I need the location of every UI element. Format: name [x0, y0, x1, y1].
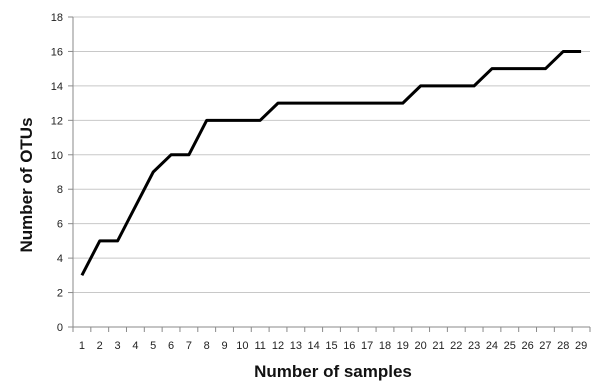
- y-tick-label: 0: [57, 322, 63, 334]
- x-tick-label: 18: [379, 340, 391, 352]
- x-tick-label: 5: [150, 340, 156, 352]
- x-tick-label: 14: [308, 340, 320, 352]
- x-tick-label: 28: [557, 340, 569, 352]
- x-tick-label: 7: [186, 340, 192, 352]
- x-tick-label: 25: [504, 340, 516, 352]
- x-tick-label: 23: [468, 340, 480, 352]
- y-tick-label: 12: [51, 115, 63, 127]
- y-tick-label: 14: [51, 81, 63, 93]
- y-tick-labels: 0 2 4 6 8 10 12 14 16 18: [51, 12, 63, 334]
- x-tick-label: 29: [575, 340, 587, 352]
- x-tick-label: 19: [397, 340, 409, 352]
- x-tick-label: 21: [432, 340, 444, 352]
- x-tick-labels: 1 2 3 4 5 6 7 8 9 10 11 12 13 14 15 16 17 18 19 20 21 22 23 24 2…: [79, 340, 587, 352]
- x-tick-label: 4: [132, 340, 138, 352]
- x-tick-label: 2: [97, 340, 103, 352]
- y-tick-label: 10: [51, 150, 63, 162]
- y-tick-label: 2: [57, 288, 63, 300]
- x-tick-label: 11: [254, 340, 265, 352]
- x-tick-label: 9: [221, 340, 227, 352]
- y-tick-label: 18: [51, 12, 63, 24]
- x-tick-label: 12: [272, 340, 284, 352]
- x-tick-label: 16: [343, 340, 355, 352]
- y-tick-label: 16: [51, 46, 63, 58]
- x-tick-label: 6: [168, 340, 174, 352]
- x-tick-label: 26: [521, 340, 533, 352]
- x-tick-label: 8: [204, 340, 210, 352]
- x-tick-label: 17: [361, 340, 373, 352]
- x-tick-label: 1: [79, 340, 85, 352]
- y-axis-title: Number of OTUs: [17, 117, 36, 252]
- gridlines: [73, 16, 590, 294]
- x-tick-label: 20: [415, 340, 427, 352]
- x-tick-label: 3: [115, 340, 121, 352]
- series-line-0: [80, 49, 582, 277]
- x-axis-title: Number of samples: [254, 362, 412, 381]
- axes: [68, 16, 591, 332]
- x-tick-label: 27: [539, 340, 551, 352]
- x-tick-label: 22: [450, 340, 462, 352]
- x-tick-label: 13: [290, 340, 302, 352]
- x-tick-label: 24: [486, 340, 498, 352]
- x-tick-label: 10: [236, 340, 248, 352]
- y-tick-label: 6: [57, 219, 63, 231]
- x-tick-label: 15: [325, 340, 337, 352]
- series-lines: [80, 49, 582, 277]
- y-tick-label: 8: [57, 184, 63, 196]
- y-tick-label: 4: [57, 253, 63, 265]
